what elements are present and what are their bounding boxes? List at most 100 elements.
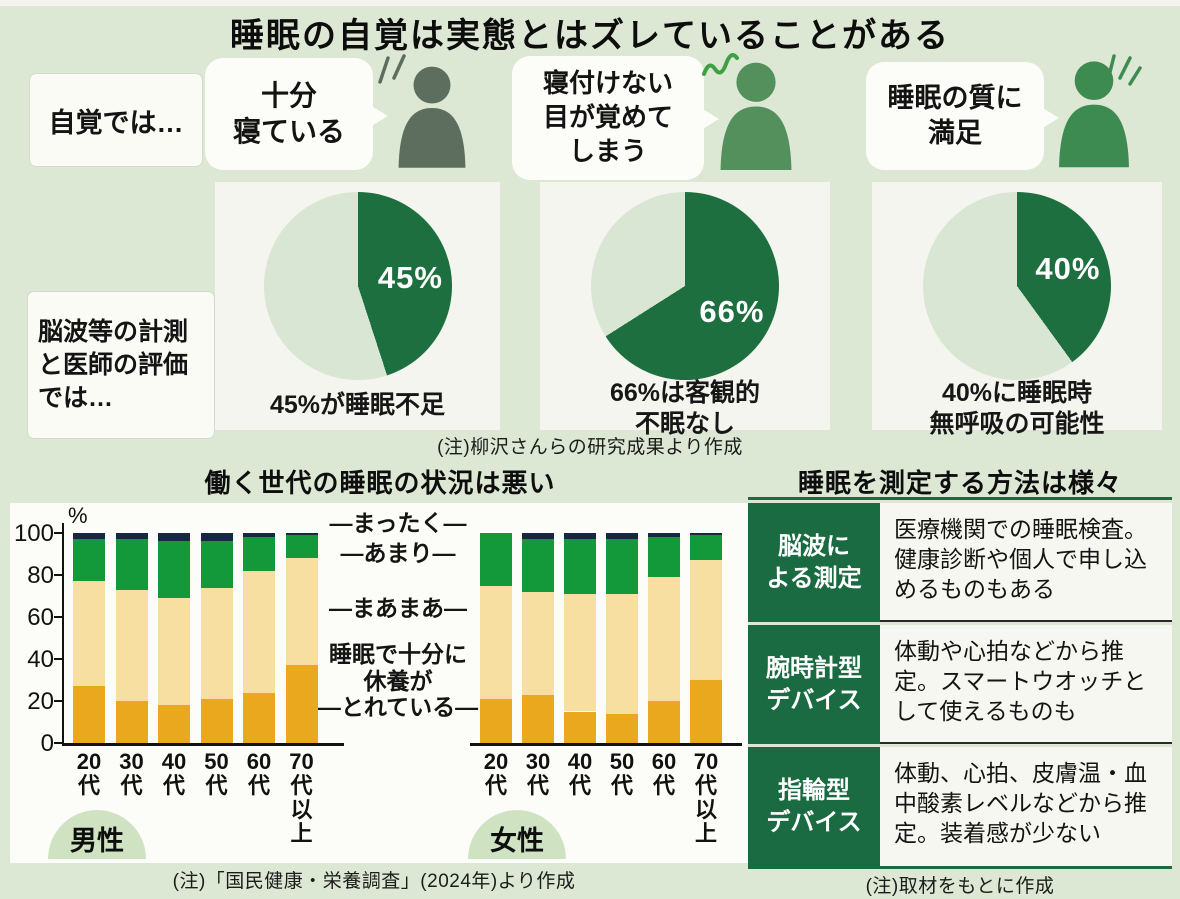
y-tick-label: 100 — [13, 520, 54, 547]
bar-segment — [480, 533, 512, 586]
table-row-eeg: 脳波に よる測定 医療機関での睡眠検査。健康診断や個人で申し込めるものもある — [748, 503, 1172, 622]
pie-caption: 40%に睡眠時 無呼吸の可能性 — [929, 379, 1105, 438]
pie-panel-sleep-deficiency: 45% 45%が睡眠不足 — [215, 182, 500, 430]
speech-bubble-enough-sleep: 十分 寝ている — [205, 58, 388, 170]
awareness-label-box: 自覚では… — [30, 74, 202, 166]
bar-segment — [158, 598, 190, 706]
group-label-male: 男性 — [48, 810, 146, 859]
bar-segment — [243, 533, 275, 538]
bar-segment — [648, 537, 680, 578]
group-label-female: 女性 — [468, 810, 566, 859]
x-axis-label: 50 代 — [204, 749, 229, 798]
bar-segment — [73, 686, 105, 743]
bar-segment — [285, 535, 318, 559]
bar-segment — [115, 539, 148, 590]
x-axis-label: 60 代 — [246, 749, 272, 798]
x-axis-label: 50 代 — [609, 749, 635, 798]
bar-segment — [690, 535, 722, 561]
pie-panel-no-objective-insomnia: 66% 66%は客観的 不眠なし — [540, 182, 830, 438]
pie-chart-sleep-deficiency — [263, 192, 452, 380]
bar-segment — [690, 680, 722, 743]
bar-segment — [606, 713, 638, 743]
table-row-ring: 指輪型 デバイス 体動、心拍、皮膚温・血中酸素レベルなどから推定。装着感が少ない — [748, 747, 1172, 866]
x-axis-line-female — [470, 743, 742, 746]
bar-segment — [606, 593, 638, 714]
person-icon-gray — [388, 60, 476, 170]
bar-segment — [285, 665, 318, 743]
pie-chart-sleep-apnea — [923, 192, 1111, 380]
pie-caption: 66%は客観的 不眠なし — [609, 379, 761, 438]
bar-plot-area: % ―まったく― ―あまり― ―まあまあ― 睡眠で十分に 休養が ―とれている―… — [10, 503, 748, 863]
method-desc-cell: 体動や心拍などから推定。スマートウオッチとして使えるものも — [880, 625, 1172, 744]
bar-chart-title: 働く世代の睡眠の状況は悪い — [204, 468, 556, 498]
pie-chart-no-objective-insomnia — [591, 192, 779, 380]
pie-panel-sleep-apnea: 40% 40%に睡眠時 無呼吸の可能性 — [872, 182, 1162, 438]
table-top-rule — [748, 497, 1172, 500]
scan-edge — [0, 0, 1180, 6]
bar-segment — [522, 539, 554, 592]
y-axis-unit-label: % — [68, 503, 88, 528]
bar-segment — [200, 698, 233, 743]
person-icon-green-troubled — [708, 58, 804, 170]
measured-label-box: 脳波等の計測 と医師の評価 では… — [28, 292, 214, 438]
bar-segment — [73, 533, 105, 540]
bar-segment — [115, 589, 148, 701]
methods-table: 脳波に よる測定 医療機関での睡眠検査。健康診断や個人で申し込めるものもある 腕… — [748, 503, 1172, 869]
bar-segment — [200, 533, 233, 542]
bar-segment — [522, 694, 554, 743]
table-bottom-rule — [748, 866, 1172, 869]
y-tick-label: 40 — [27, 646, 54, 673]
x-axis-label: 20 代 — [483, 749, 509, 798]
bar-segment — [243, 692, 275, 743]
pie-percent-label: 45% — [377, 259, 443, 295]
x-axis-label: 40 代 — [567, 749, 593, 798]
bar-segment — [243, 570, 275, 693]
method-name-cell: 指輪型 デバイス — [748, 747, 880, 866]
bar-segment — [564, 593, 596, 712]
x-axis-label: 40 代 — [161, 749, 187, 798]
bar-segment — [200, 541, 233, 588]
method-desc-cell: 体動、心拍、皮膚温・血中酸素レベルなどから推定。装着感が少ない — [880, 747, 1172, 866]
source-note-pies: (注)柳沢さんらの研究成果より作成 — [437, 437, 743, 458]
bar-segment — [648, 577, 680, 701]
bar-segment — [690, 560, 722, 680]
bar-segment — [115, 533, 148, 540]
bar-segment — [564, 533, 596, 540]
source-note-table: (注)取材をもとに作成 — [865, 876, 1055, 897]
bar-segment — [522, 591, 554, 695]
page-title: 睡眠の自覚は実態とはズレていることがある — [230, 17, 950, 55]
bar-segment — [158, 705, 190, 743]
bar-segment — [648, 701, 680, 743]
y-tick-label: 60 — [27, 604, 54, 631]
bar-segment — [200, 587, 233, 699]
method-desc-cell: 医療機関での睡眠検査。健康診断や個人で申し込めるものもある — [880, 503, 1172, 622]
bar-chart-panel: % ―まったく― ―あまり― ―まあまあ― 睡眠で十分に 休養が ―とれている―… — [10, 503, 748, 863]
source-note-bar: (注)「国民健康・栄養調査」(2024年)より作成 — [172, 871, 576, 892]
y-tick-mark — [54, 742, 62, 744]
methods-table-title: 睡眠を測定する方法は様々 — [797, 468, 1122, 498]
bar-segment — [158, 541, 190, 599]
x-axis-line-male — [62, 743, 344, 746]
pie-caption: 45%が睡眠不足 — [269, 391, 446, 419]
bar-segment — [564, 711, 596, 743]
method-name-cell: 脳波に よる測定 — [748, 503, 880, 622]
speech-bubble-quality-satisfied: 睡眠の質に 満足 — [866, 62, 1059, 170]
person-icon-green-satisfied — [1048, 56, 1140, 168]
y-tick-label: 80 — [27, 562, 54, 589]
bar-segment — [606, 533, 638, 540]
scribble-icon — [702, 53, 739, 76]
x-axis-label: 30 代 — [525, 749, 551, 798]
bar-segment — [158, 533, 190, 542]
pie-percent-label: 40% — [1035, 251, 1101, 287]
y-tick-mark — [54, 574, 62, 576]
legend-not-at-all: ―まったく― — [329, 510, 467, 536]
y-tick-mark — [54, 700, 62, 702]
bar-segment — [285, 558, 318, 666]
x-axis-label: 20 代 — [76, 749, 102, 798]
y-tick-mark — [54, 658, 62, 660]
bar-segment — [690, 533, 722, 536]
y-axis-line — [62, 523, 64, 745]
bar-segment — [285, 533, 318, 536]
bar-segment — [522, 533, 554, 540]
legend-soso: ―まあまあ― — [329, 595, 467, 621]
